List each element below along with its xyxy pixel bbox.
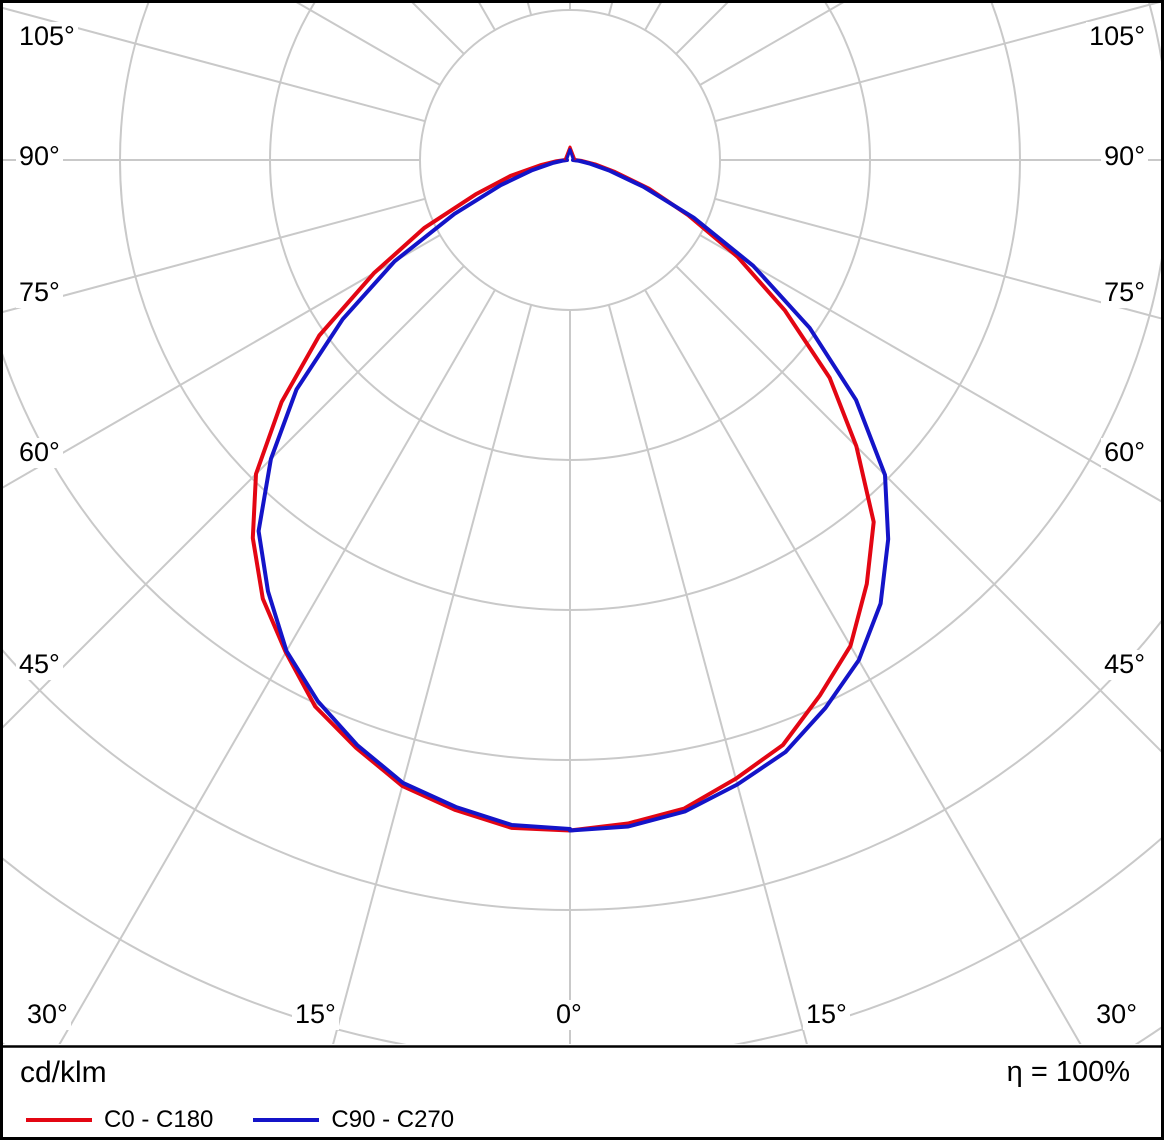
angle-label-right-105: 105° <box>1086 21 1148 52</box>
unit-label: cd/klm <box>20 1056 107 1089</box>
angle-label-left-60: 60° <box>16 437 63 468</box>
angle-label-bottom-15r: 15° <box>803 999 850 1030</box>
angle-label-left-75: 75° <box>16 277 63 308</box>
angle-label-right-75: 75° <box>1101 277 1148 308</box>
legend-swatch-0 <box>26 1118 92 1122</box>
angle-label-right-45: 45° <box>1101 649 1148 680</box>
legend-label-c0-c180: C0 - C180 <box>104 1106 214 1133</box>
angle-label-bottom-30r: 30° <box>1093 999 1140 1030</box>
angle-label-right-90: 90° <box>1101 141 1148 172</box>
angle-label-left-90: 90° <box>16 141 63 172</box>
legend-item-c0-c180: C0 - C180 <box>22 1100 221 1140</box>
angle-label-bottom-15l: 15° <box>292 999 339 1030</box>
angle-label-right-60: 60° <box>1101 437 1148 468</box>
efficiency-label: η = 100% <box>1006 1056 1130 1088</box>
legend-swatch-1 <box>253 1118 320 1122</box>
angle-label-left-45: 45° <box>16 649 63 680</box>
legend-item-c90-c270: C90 - C270 <box>249 1100 466 1140</box>
legend: C0 - C180 C90 - C270 <box>22 1100 494 1140</box>
legend-label-c90-c270: C90 - C270 <box>331 1106 455 1133</box>
angle-label-bottom-30l: 30° <box>24 999 71 1030</box>
angle-label-bottom-0: 0° <box>553 999 585 1030</box>
angle-label-left-105: 105° <box>16 21 78 52</box>
